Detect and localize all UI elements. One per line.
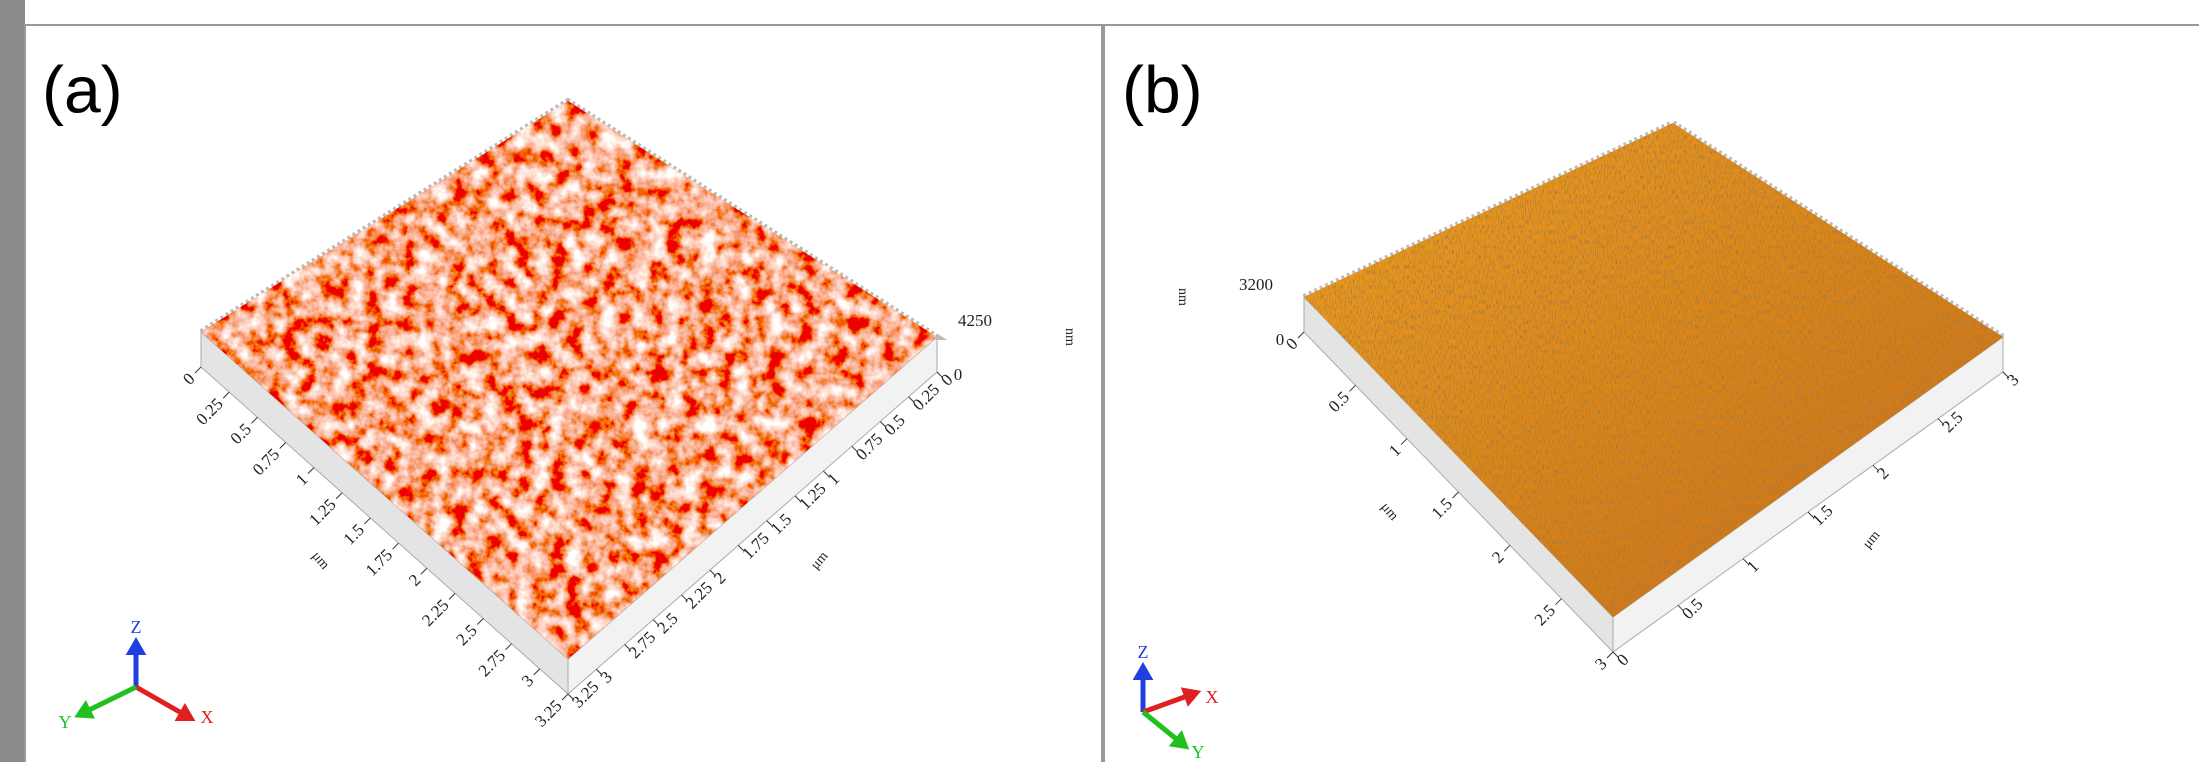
x-tick-label: 2.5 xyxy=(452,621,480,649)
triad-label: Y xyxy=(1192,742,1205,762)
tick-mark xyxy=(336,493,342,499)
edge-image xyxy=(0,0,25,762)
tick-mark xyxy=(1298,332,1304,338)
x-unit: μm xyxy=(309,549,332,573)
figure: (a) (b) 00.250.50.7511.251.51.7522.252.5… xyxy=(0,0,2199,762)
x-tick-label: 0.25 xyxy=(192,394,226,428)
triad-label: X xyxy=(201,707,214,727)
y-tick-label: 2 xyxy=(710,568,729,587)
tick-mark xyxy=(1453,492,1459,498)
tick-mark xyxy=(534,669,540,675)
x-tick-label: 1.5 xyxy=(1428,494,1456,522)
tick-mark xyxy=(1504,545,1510,551)
x-unit: μm xyxy=(1378,500,1401,524)
x-tick-label: 2.75 xyxy=(475,646,509,680)
tick-mark xyxy=(1556,599,1562,605)
x-tick-label: 2.5 xyxy=(1531,601,1559,629)
tick-mark xyxy=(1607,652,1613,658)
y-tick-label: 3 xyxy=(597,667,616,686)
z-unit: nm xyxy=(1062,328,1077,346)
z-tick-label: 0 xyxy=(954,365,963,384)
y-tick-label: 1 xyxy=(1743,557,1762,576)
tick-mark xyxy=(308,468,314,474)
x-arrow xyxy=(136,687,185,715)
x-tick-label: 0.75 xyxy=(249,445,283,479)
z-tick-label: 0 xyxy=(1276,330,1285,349)
tick-mark xyxy=(421,568,427,574)
tick-mark xyxy=(477,619,483,625)
triad-label: Z xyxy=(131,617,142,637)
y-unit: μm xyxy=(1860,528,1883,552)
x-tick-label: 3.25 xyxy=(531,696,565,730)
tick-mark xyxy=(506,644,512,650)
x-tick-label: 2.25 xyxy=(418,596,452,630)
surface xyxy=(201,101,937,659)
y-arrow xyxy=(85,687,136,712)
panel-label: (b) xyxy=(1122,52,1203,126)
tick-mark xyxy=(195,367,201,373)
tick-mark xyxy=(449,593,455,599)
z-arrow-head xyxy=(1133,662,1154,680)
tick-mark xyxy=(364,518,370,524)
z-arrow-head xyxy=(126,637,147,655)
tick-mark xyxy=(251,417,257,423)
z-unit: nm xyxy=(1175,288,1190,306)
z-tick-label: 3200 xyxy=(1239,275,1273,294)
y-arrow xyxy=(1143,712,1180,742)
x-tick-label: 0.5 xyxy=(227,419,255,447)
y-tick-label: 0 xyxy=(1613,650,1632,669)
z-tick-label: 4250 xyxy=(958,311,992,330)
y-unit: μm xyxy=(808,549,831,573)
tick-mark xyxy=(562,694,568,700)
x-tick-label: 0.5 xyxy=(1325,387,1353,415)
tick-mark xyxy=(393,543,399,549)
tick-mark xyxy=(1350,385,1356,391)
triad-label: Z xyxy=(1138,642,1149,662)
x-tick-label: 1.5 xyxy=(340,520,368,548)
triad-label: Y xyxy=(59,712,72,732)
tick-mark xyxy=(280,442,286,448)
y-tick-label: 3 xyxy=(2003,370,2022,389)
y-tick-label: 2 xyxy=(1873,463,1892,482)
x-tick-label: 1.25 xyxy=(305,495,339,529)
panel-label: (a) xyxy=(42,52,123,126)
x-tick-label: 1.75 xyxy=(362,545,396,579)
triad-label: X xyxy=(1206,687,1219,707)
surface xyxy=(1304,123,2003,617)
tick-mark xyxy=(223,392,229,398)
y-tick-label: 1 xyxy=(824,469,843,488)
x-arrow xyxy=(1143,695,1190,712)
tick-mark xyxy=(1401,439,1407,445)
